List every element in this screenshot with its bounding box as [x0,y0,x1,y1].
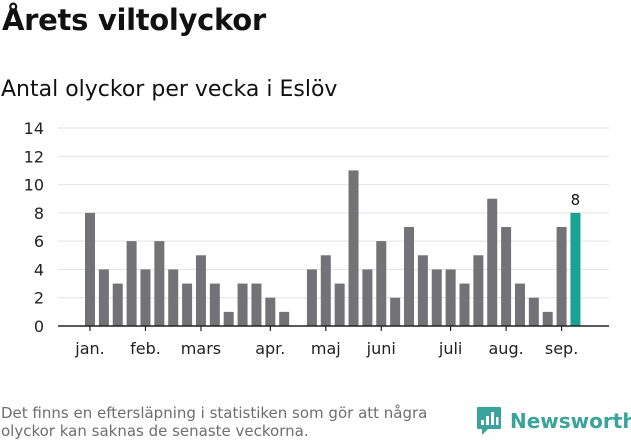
bars: 8 [85,170,581,326]
bar [306,269,317,326]
x-tick-label: maj [311,339,341,358]
y-tick-label: 8 [34,204,44,223]
y-tick-label: 10 [24,176,44,195]
bar [445,269,456,326]
bar [112,283,123,326]
bar [459,283,470,326]
bar [556,227,567,326]
footnote: Det finns en eftersläpning i statistiken… [1,404,428,440]
x-axis-ticks: jan. feb. mars apr. maj juni juli aug. sep. [74,326,578,358]
bar [348,170,359,326]
bar [209,283,220,326]
bar-chart: 0 2 4 6 8 10 12 14 8 jan. feb. mars apr. maj juni jul… [24,119,609,358]
bar [362,269,373,326]
bar [514,283,525,326]
brand-logo[interactable]: Newsworthy [476,406,631,436]
bar [487,198,498,326]
x-tick-label: apr. [255,339,285,358]
y-tick-label: 14 [24,119,44,138]
x-tick-label: aug. [489,339,524,358]
bar [431,269,442,326]
bar [404,227,415,326]
y-tick-label: 4 [34,260,44,279]
chart-subtitle: Antal olyckor per vecka i Eslöv [1,77,338,102]
bar [334,283,345,326]
data-label: 8 [571,191,581,209]
bar [542,311,553,326]
bar [223,311,234,326]
bar [473,255,484,326]
bar [237,283,248,326]
bar [376,241,387,326]
bar [501,227,512,326]
bar [140,269,151,326]
y-tick-label: 12 [24,147,44,166]
y-tick-label: 0 [34,317,44,336]
x-tick-label: feb. [130,339,161,358]
bar [85,212,95,326]
bar [126,241,137,326]
bar [279,311,290,326]
x-tick-label: juni [366,339,396,358]
newsworthy-logo-icon [477,407,501,435]
bar [98,269,109,326]
y-axis-ticks: 0 2 4 6 8 10 12 14 [24,119,44,336]
x-tick-label: juli [438,339,462,358]
y-tick-label: 6 [34,232,44,251]
chart-title: Årets viltolyckor [2,3,266,37]
bar [182,283,193,326]
bar [154,241,165,326]
x-tick-label: jan. [74,339,104,358]
bar-highlight [570,212,581,326]
bar [251,283,262,326]
brand-name: Newsworthy [510,409,631,433]
bar [195,255,206,326]
bar [528,297,539,326]
y-tick-label: 2 [34,289,44,308]
bar [390,297,401,326]
x-tick-label: sep. [545,339,578,358]
bar [168,269,179,326]
bar [320,255,331,326]
bar [417,255,428,326]
x-tick-label: mars [181,339,221,358]
bar [265,297,276,326]
